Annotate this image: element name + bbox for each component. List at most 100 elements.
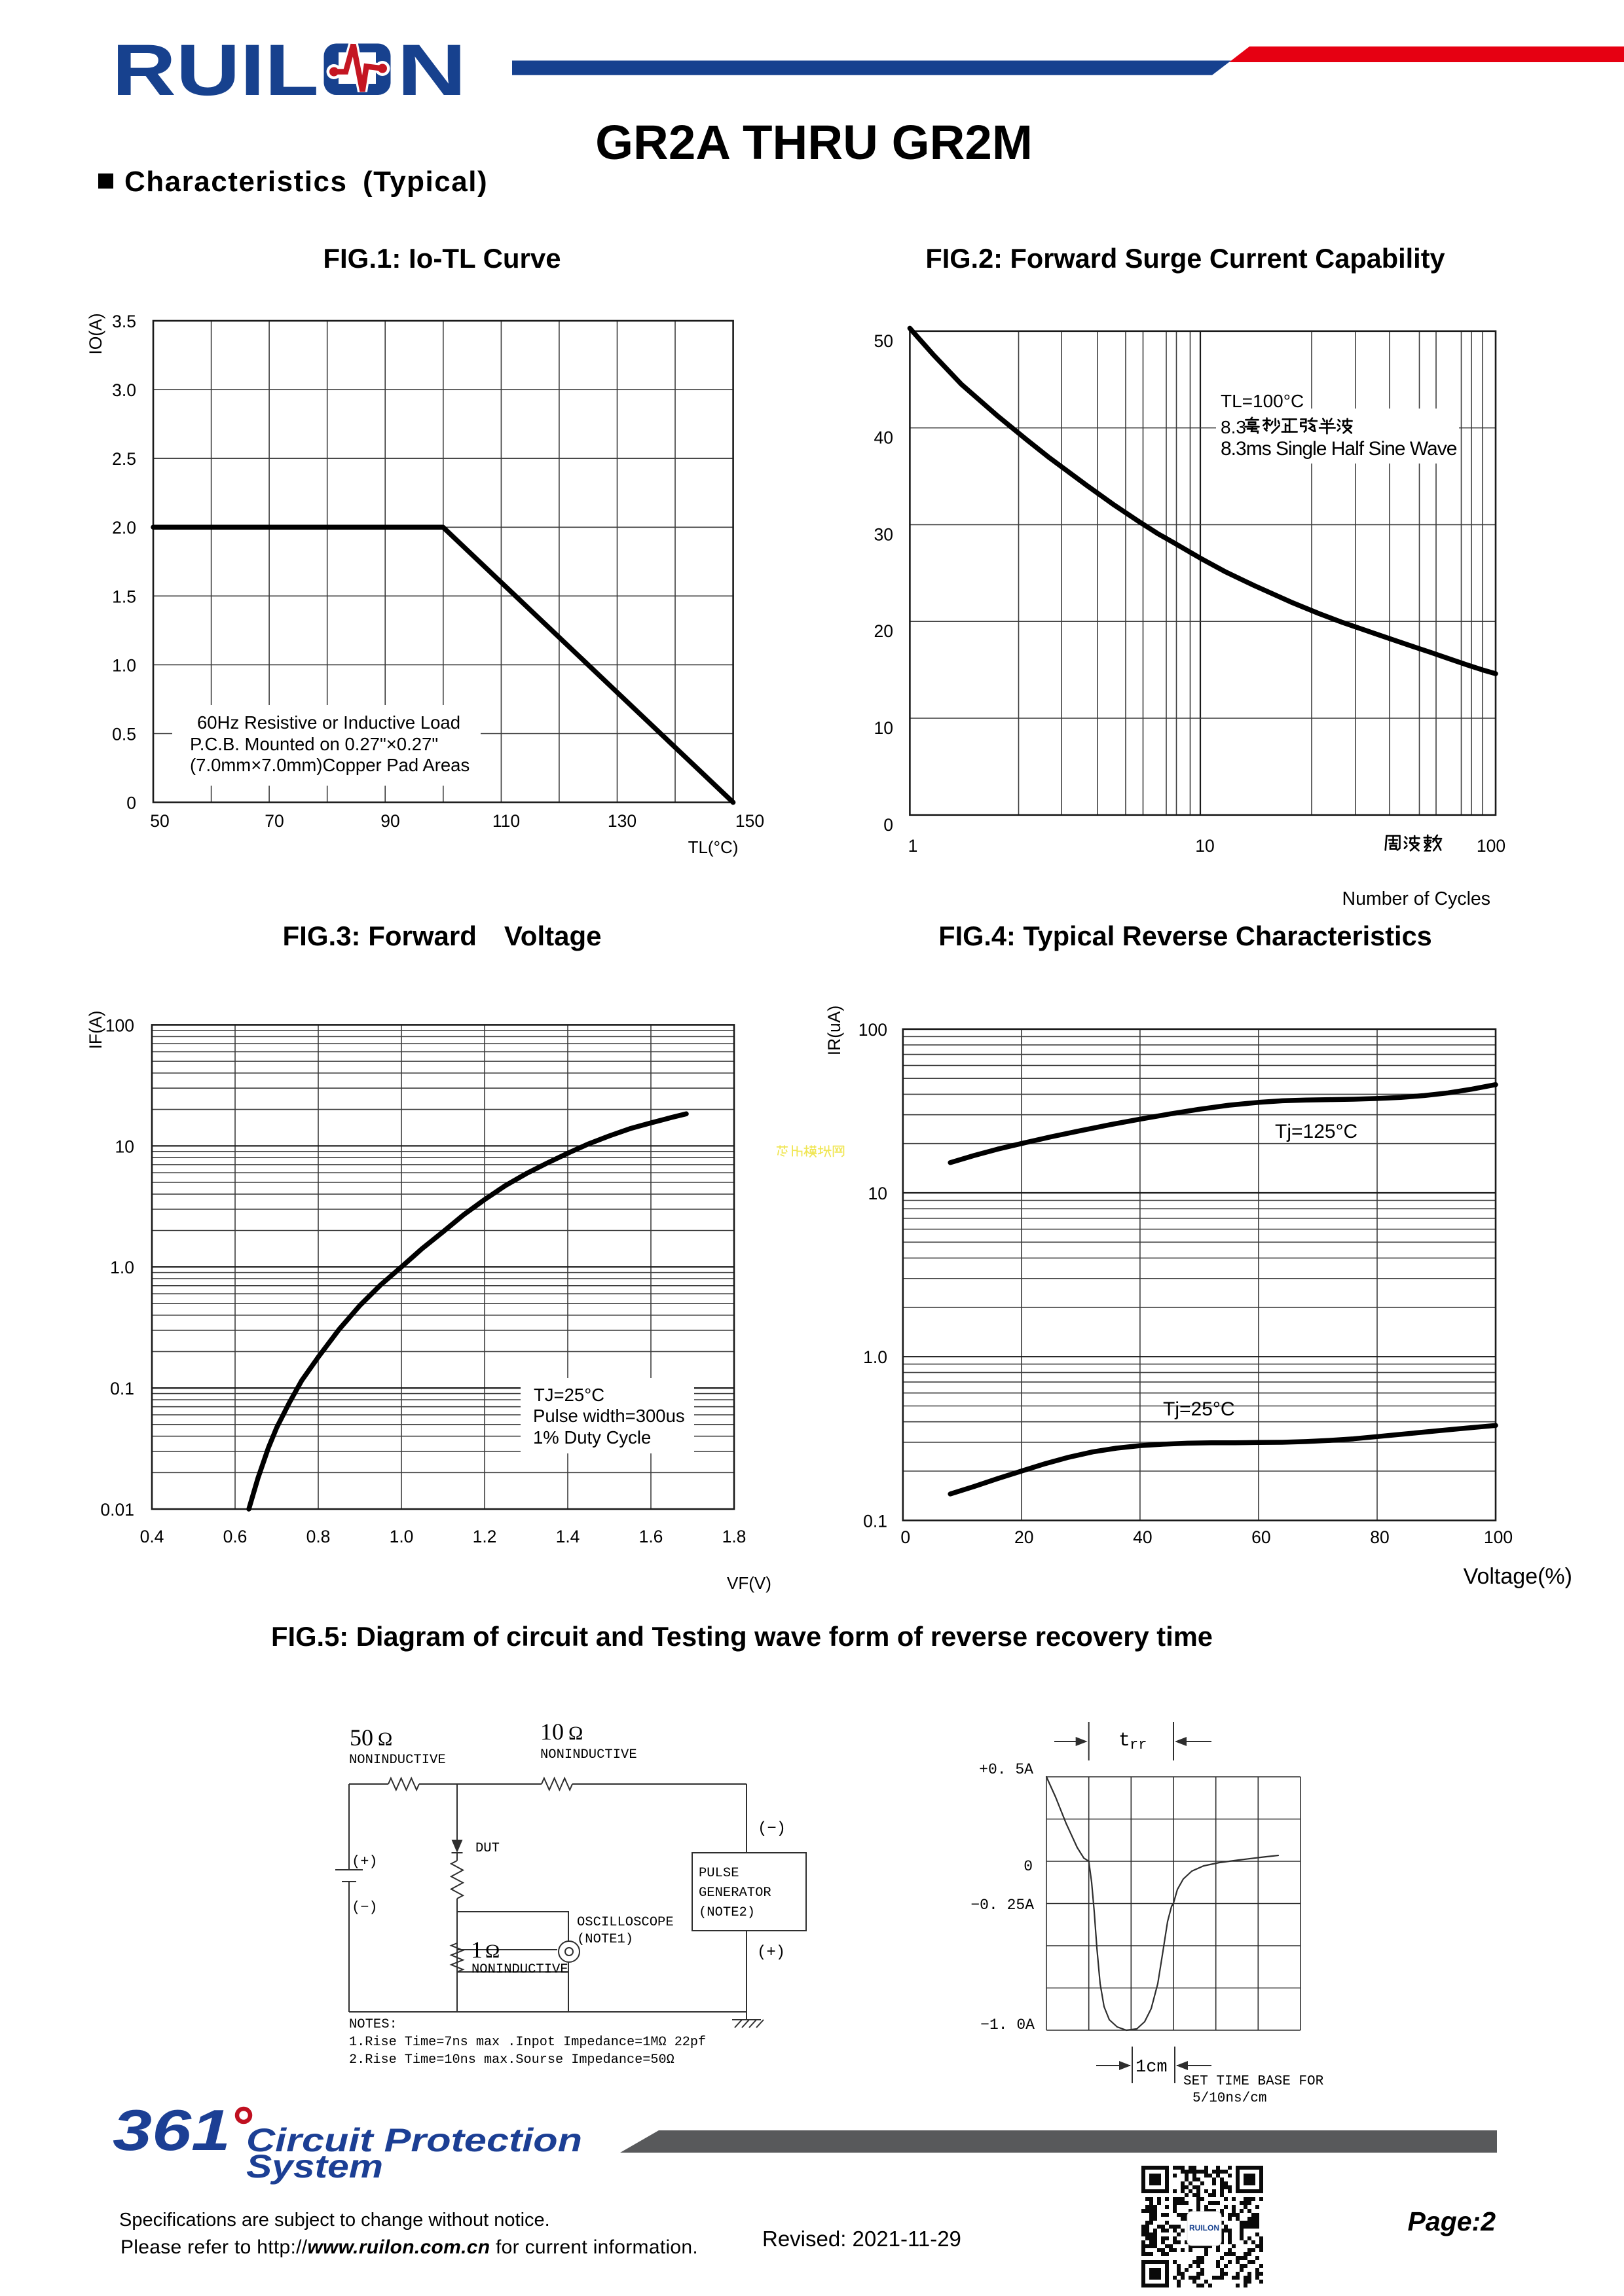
svg-text:FIG.4: Typical Reverse Charact: FIG.4: Typical Reverse Characteristics bbox=[938, 920, 1432, 951]
svg-text:1.0: 1.0 bbox=[110, 1258, 134, 1277]
svg-text:−0. 25A: −0. 25A bbox=[970, 1897, 1034, 1914]
svg-text:VF(V): VF(V) bbox=[727, 1573, 771, 1593]
svg-text:30: 30 bbox=[874, 524, 893, 544]
svg-text:RUIL: RUIL bbox=[112, 29, 319, 111]
svg-text:50: 50 bbox=[874, 331, 893, 351]
svg-text:Ω: Ω bbox=[485, 1941, 500, 1962]
svg-text:rr: rr bbox=[1130, 1737, 1147, 1753]
svg-text:10: 10 bbox=[868, 1184, 887, 1203]
svg-text:1.2: 1.2 bbox=[473, 1527, 497, 1546]
svg-text:90: 90 bbox=[380, 811, 399, 831]
svg-text:80: 80 bbox=[1370, 1527, 1389, 1547]
svg-text:40: 40 bbox=[1133, 1527, 1152, 1547]
svg-text:FIG.5: Diagram of circuit and: FIG.5: Diagram of circuit and Testing wa… bbox=[271, 1621, 1213, 1652]
svg-text:GR2A THRU GR2M: GR2A THRU GR2M bbox=[595, 115, 1033, 170]
svg-text:10: 10 bbox=[540, 1719, 564, 1745]
svg-text:(−): (−) bbox=[758, 1820, 786, 1838]
svg-text:0: 0 bbox=[126, 793, 136, 813]
svg-text:TL(°C): TL(°C) bbox=[688, 837, 739, 857]
svg-text:Tj=125°C: Tj=125°C bbox=[1275, 1121, 1357, 1142]
svg-text:1.Rise Time=7ns max .Inpot Imp: 1.Rise Time=7ns max .Inpot Impedance=1MΩ… bbox=[349, 2035, 706, 2050]
svg-text:IF(A): IF(A) bbox=[86, 1011, 105, 1049]
svg-text:Ω: Ω bbox=[568, 1722, 583, 1744]
svg-text:20: 20 bbox=[1014, 1527, 1033, 1547]
svg-text:N: N bbox=[397, 29, 467, 111]
svg-text:(7.0mm×7.0mm)Copper Pad Areas: (7.0mm×7.0mm)Copper Pad Areas bbox=[190, 755, 470, 775]
svg-text:TJ=25°C: TJ=25°C bbox=[534, 1385, 604, 1405]
svg-text:PULSE: PULSE bbox=[699, 1866, 739, 1881]
svg-text:FIG.3: Forward Voltage: FIG.3: Forward Voltage bbox=[283, 920, 602, 951]
svg-text:1% Duty Cycle: 1% Duty Cycle bbox=[533, 1427, 651, 1448]
svg-text:(−): (−) bbox=[352, 1899, 378, 1916]
svg-text:40: 40 bbox=[874, 428, 893, 448]
svg-text:100: 100 bbox=[858, 1020, 887, 1040]
svg-text:3.5: 3.5 bbox=[112, 312, 136, 331]
svg-text:10: 10 bbox=[1195, 836, 1214, 856]
svg-text:110: 110 bbox=[492, 811, 520, 831]
svg-text:2.Rise Time=10ns max.Sourse Im: 2.Rise Time=10ns max.Sourse Impedance=50… bbox=[349, 2052, 674, 2068]
svg-text:1.0: 1.0 bbox=[390, 1527, 414, 1546]
svg-text:IR(uA): IR(uA) bbox=[824, 1006, 844, 1056]
svg-text:DUT: DUT bbox=[475, 1841, 500, 1856]
svg-text:(+): (+) bbox=[757, 1944, 785, 1961]
svg-text:0: 0 bbox=[883, 815, 893, 835]
svg-text:NONINDUCTIVE: NONINDUCTIVE bbox=[349, 1753, 446, 1768]
svg-text:60Hz Resistive or Inductive Lo: 60Hz Resistive or Inductive Load bbox=[197, 712, 460, 733]
svg-text:Page:2: Page:2 bbox=[1408, 2206, 1496, 2236]
svg-text:Characteristics (Typical): Characteristics (Typical) bbox=[124, 166, 488, 198]
svg-text:NONINDUCTIVE: NONINDUCTIVE bbox=[540, 1747, 637, 1762]
svg-text:OSCILLOSCOPE: OSCILLOSCOPE bbox=[577, 1915, 674, 1930]
svg-text:0.6: 0.6 bbox=[223, 1527, 248, 1546]
svg-text:100: 100 bbox=[105, 1015, 134, 1035]
svg-text:0.1: 0.1 bbox=[110, 1379, 134, 1398]
svg-text:50: 50 bbox=[350, 1724, 373, 1751]
svg-text:1.5: 1.5 bbox=[112, 587, 136, 606]
svg-text:10: 10 bbox=[115, 1137, 134, 1156]
svg-text:0.5: 0.5 bbox=[112, 725, 136, 744]
svg-text:Specifications are subject to: Specifications are subject to change wit… bbox=[119, 2210, 550, 2231]
svg-text:3.0: 3.0 bbox=[112, 380, 136, 400]
svg-text:(NOTE2): (NOTE2) bbox=[699, 1905, 755, 1920]
svg-text:Revised: 2021-11-29: Revised: 2021-11-29 bbox=[762, 2227, 961, 2251]
svg-text:0.8: 0.8 bbox=[306, 1527, 331, 1546]
svg-text:100: 100 bbox=[1477, 836, 1505, 856]
svg-text:1.0: 1.0 bbox=[863, 1347, 887, 1367]
svg-text:NONINDUCTIVE: NONINDUCTIVE bbox=[471, 1962, 568, 1977]
svg-text:Circuit Protection: Circuit Protection bbox=[246, 2122, 582, 2159]
svg-text:SET TIME BASE FOR: SET TIME BASE FOR bbox=[1183, 2074, 1324, 2089]
svg-text:Voltage(%): Voltage(%) bbox=[1464, 1564, 1572, 1589]
svg-text:0: 0 bbox=[1024, 1858, 1033, 1875]
svg-text:Pulse width=300us: Pulse width=300us bbox=[533, 1406, 685, 1426]
svg-text:20: 20 bbox=[874, 621, 893, 641]
svg-text:NOTES:: NOTES: bbox=[349, 2017, 397, 2032]
svg-text:0.1: 0.1 bbox=[863, 1511, 887, 1531]
svg-text:70: 70 bbox=[265, 811, 284, 831]
svg-text:1.0: 1.0 bbox=[112, 655, 136, 675]
svg-text:2.5: 2.5 bbox=[112, 449, 136, 469]
svg-text:1.6: 1.6 bbox=[639, 1527, 663, 1546]
svg-text:Tj=25°C: Tj=25°C bbox=[1163, 1398, 1235, 1420]
svg-text:150: 150 bbox=[735, 811, 764, 831]
svg-text:−1. 0A: −1. 0A bbox=[980, 2016, 1035, 2033]
svg-text:5/10ns/cm: 5/10ns/cm bbox=[1192, 2091, 1266, 2106]
svg-text:P.C.B. Mounted on 0.27"×0.27": P.C.B. Mounted on 0.27"×0.27" bbox=[190, 734, 438, 754]
svg-text:IO(A): IO(A) bbox=[86, 313, 105, 354]
svg-text:1.4: 1.4 bbox=[556, 1527, 580, 1546]
svg-text:60: 60 bbox=[1251, 1527, 1270, 1547]
svg-text:1: 1 bbox=[908, 836, 918, 856]
svg-text:361: 361 bbox=[113, 2098, 231, 2162]
svg-text:100: 100 bbox=[1484, 1527, 1513, 1547]
svg-text:(+): (+) bbox=[352, 1853, 378, 1870]
svg-text:GENERATOR: GENERATOR bbox=[699, 1886, 771, 1901]
svg-text:Ω: Ω bbox=[378, 1728, 392, 1750]
svg-text:1: 1 bbox=[471, 1937, 483, 1963]
svg-text:System: System bbox=[246, 2148, 383, 2185]
svg-text:FIG.2: Forward Surge Current C: FIG.2: Forward Surge Current Capability bbox=[925, 243, 1445, 274]
svg-text:Please refer to http://www.rui: Please refer to http://www.ruilon.com.cn… bbox=[120, 2236, 698, 2258]
svg-text:50: 50 bbox=[150, 811, 169, 831]
svg-text:1cm: 1cm bbox=[1135, 2058, 1168, 2077]
svg-text:8.3: 8.3 bbox=[1221, 417, 1246, 437]
svg-text:(NOTE1): (NOTE1) bbox=[577, 1932, 633, 1947]
svg-text:0.4: 0.4 bbox=[140, 1527, 164, 1546]
svg-text:1.8: 1.8 bbox=[722, 1527, 747, 1546]
